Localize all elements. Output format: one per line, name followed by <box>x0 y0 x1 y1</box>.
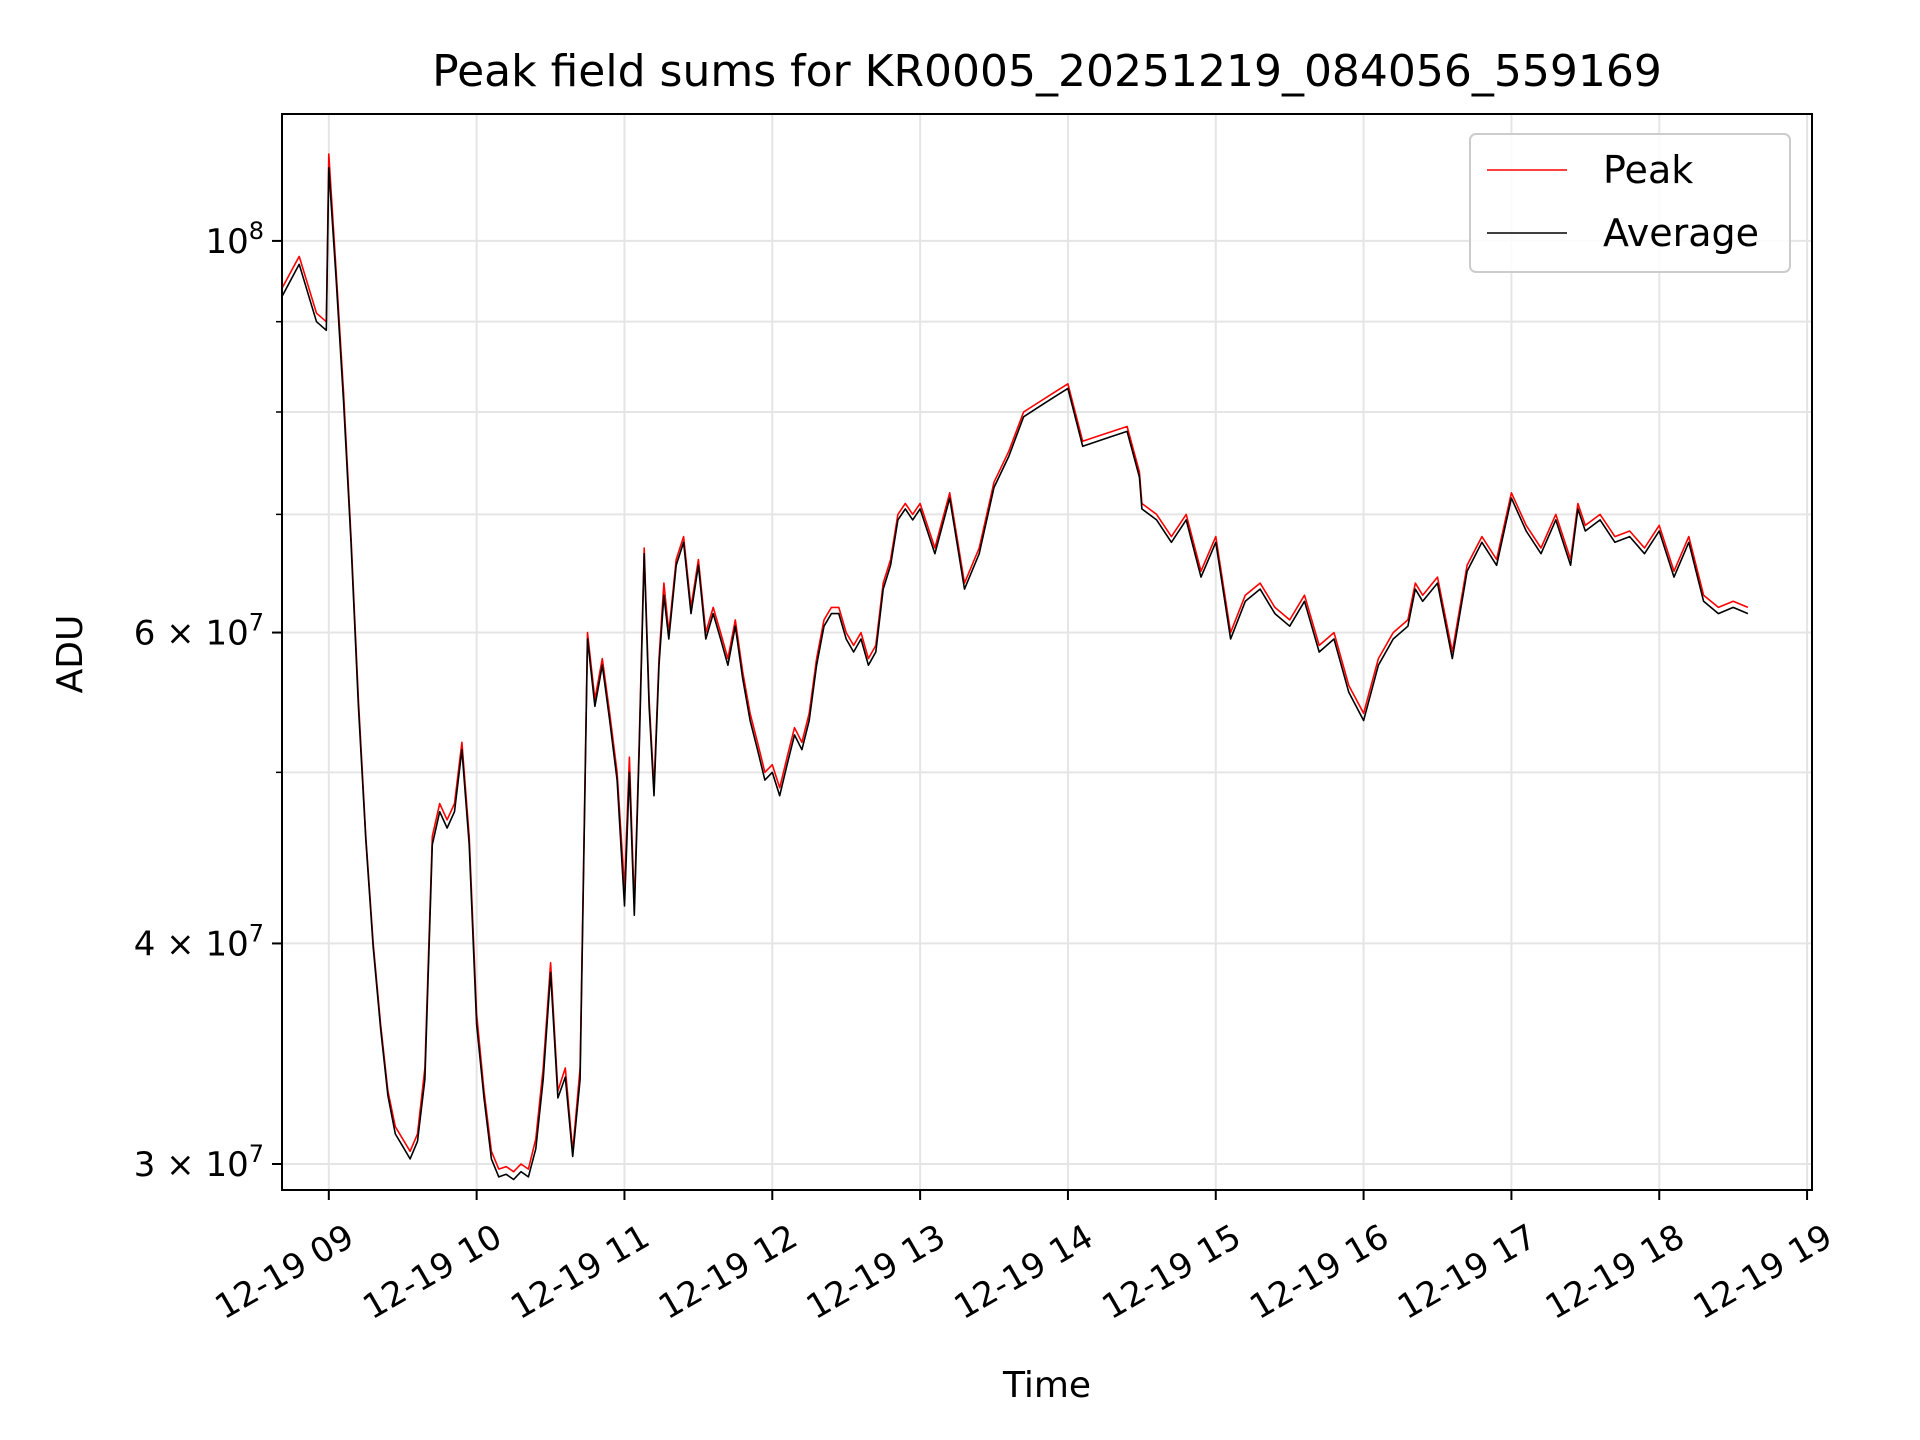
y-tick-label: 108 <box>205 217 264 262</box>
series-line-peak <box>281 153 1749 1173</box>
x-tick-label: 12-19 11 <box>504 1217 656 1328</box>
series-line-average <box>281 167 1749 1181</box>
grid <box>282 114 1812 1190</box>
y-axis-label: ADU <box>50 615 91 694</box>
plot-area <box>281 153 1749 1181</box>
x-tick-label: 12-19 17 <box>1391 1217 1543 1328</box>
x-tick-label: 12-19 12 <box>652 1217 804 1328</box>
x-tick-label: 12-19 19 <box>1687 1217 1839 1328</box>
y-tick-label: 3 × 107 <box>134 1140 264 1185</box>
legend-box <box>1469 133 1791 273</box>
legend-peak-label: Peak <box>1603 148 1693 192</box>
chart-title: Peak field sums for KR0005_20251219_0840… <box>432 46 1662 97</box>
legend: Peak Average <box>1469 133 1791 273</box>
x-tick-label: 12-19 16 <box>1243 1217 1395 1328</box>
x-axis-label: Time <box>1002 1365 1091 1406</box>
x-tick-label: 12-19 15 <box>1095 1217 1247 1328</box>
x-tick-label: 12-19 13 <box>800 1217 952 1328</box>
plot-frame <box>281 113 1813 1191</box>
x-tick-label: 12-19 10 <box>356 1217 508 1328</box>
legend-average-label: Average <box>1603 211 1759 255</box>
y-tick-label: 6 × 107 <box>134 609 264 654</box>
x-tick-label: 12-19 18 <box>1539 1217 1691 1328</box>
y-axis: 108 6 × 107 4 × 107 3 × 107 <box>134 217 282 1185</box>
y-tick-label: 4 × 107 <box>134 919 264 964</box>
x-tick-label: 12-19 09 <box>209 1217 361 1328</box>
x-tick-label: 12-19 14 <box>948 1217 1100 1328</box>
